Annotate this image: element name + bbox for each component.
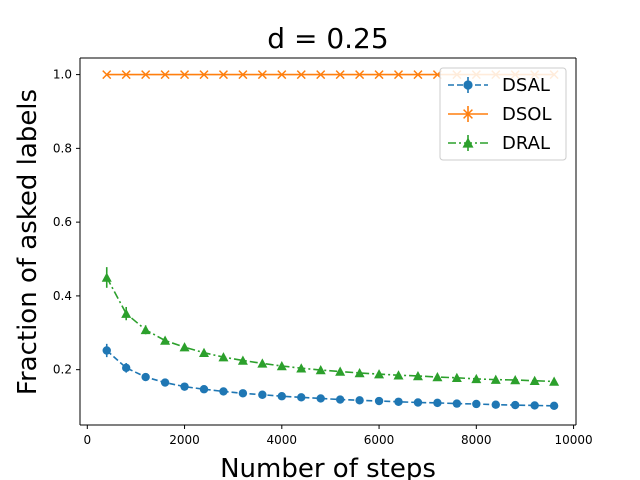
point-dsal [433,398,442,408]
point-dsol [141,70,151,80]
point-dral [451,372,462,383]
point-dral [296,363,307,373]
series-dsal [102,343,559,411]
point-dral [490,374,501,384]
point-dral [257,358,268,368]
chart-title: d = 0.25 [267,22,388,55]
point-dral [218,352,229,362]
legend-marker-dsal [463,80,473,90]
point-dsol [374,70,384,80]
point-dsol [355,70,365,80]
point-dsal [549,401,559,411]
point-dsol [335,70,345,80]
point-dsol [218,70,228,80]
point-dsal [160,378,170,387]
x-tick-label: 10000 [554,433,592,447]
legend-label-dsal: DSAL [502,75,550,96]
point-dsal [199,385,209,394]
point-dsol [316,70,326,80]
point-dral [237,355,248,365]
legend: DSAL DSOL DRAL [439,67,567,161]
legend-label-dsol: DSOL [502,104,551,125]
point-dral [412,370,423,381]
point-dsol [393,70,404,80]
x-tick-label: 6000 [364,433,395,447]
y-tick-label: 1.0 [53,68,72,82]
point-dsol [160,70,170,80]
point-dsol [257,70,267,80]
legend-box [439,67,567,161]
point-dral [160,335,171,345]
point-dral [471,373,482,384]
point-dsal [238,389,248,398]
point-dsal [511,400,520,410]
legend-marker-dsol [463,109,473,119]
legend-item-dsol: DSOL [448,104,551,125]
point-dsal [491,400,500,409]
point-dral [354,367,365,378]
legend-item-dsal: DSAL [448,75,550,96]
y-axis-label: Fraction of asked labels [13,89,43,395]
legend-label-dral: DRAL [502,133,550,154]
point-dsal [452,399,462,408]
point-dsal [413,398,423,407]
point-dsol [121,70,131,80]
x-tick-label: 2000 [169,433,200,447]
point-dsol [277,70,287,80]
point-dsal [335,395,345,404]
legend-item-dral: DRAL [448,133,550,154]
point-dral [335,366,346,376]
point-dsal [472,399,481,409]
point-dsal [374,396,384,406]
point-dsal [180,382,189,391]
point-dral [199,347,209,357]
x-tick-label: 0 [83,433,91,447]
point-dsal [121,363,131,373]
y-tick-label: 0.6 [53,215,72,229]
point-dral [140,324,151,335]
point-dral [549,376,560,386]
point-dral [315,365,326,375]
x-tick-label: 4000 [267,433,298,447]
point-dsol [296,70,306,80]
legend-marker-dral [462,137,474,148]
x-tick-label: 8000 [461,433,492,447]
point-dral [101,272,112,282]
point-dsal [297,393,306,402]
point-dsal [530,401,539,410]
point-dsol [199,70,209,80]
point-dral [510,375,521,385]
point-dsol [102,70,112,80]
point-dsal [355,396,364,405]
point-dsal [258,390,267,399]
point-dsol [238,70,248,80]
series-line-dsal [106,349,555,407]
point-dral [276,360,287,371]
point-dral [179,342,190,352]
point-dsal [141,372,150,382]
point-dral [374,369,385,379]
point-dral [121,308,132,318]
point-dsal [102,346,111,355]
point-dral [529,375,540,385]
point-dsol [180,70,190,80]
point-dsal [394,397,403,406]
point-dral [393,370,404,380]
x-axis-label: Number of steps [220,454,436,480]
y-tick-label: 0.2 [53,363,72,377]
point-dsal [316,394,325,403]
point-dsal [277,392,287,401]
y-tick-label: 0.8 [53,141,72,155]
series-line-dral [106,277,555,383]
point-dsal [219,387,228,396]
y-tick-label: 0.4 [53,289,72,303]
point-dral [432,372,443,382]
point-dsol [413,70,423,80]
series-dral [101,267,560,386]
